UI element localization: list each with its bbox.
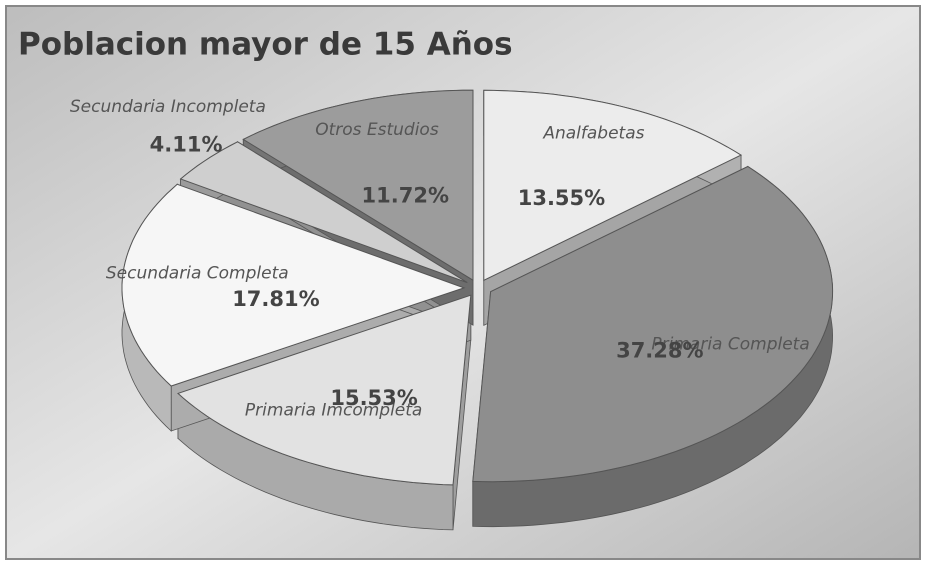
pie-slice xyxy=(483,89,743,282)
pie-slice xyxy=(472,165,834,483)
pie-slice xyxy=(242,89,474,282)
chart-title: Poblacion mayor de 15 Años xyxy=(18,27,513,63)
pie-tops xyxy=(121,89,834,486)
value-label: 17.81% xyxy=(232,287,319,311)
slice-label: Analfabetas xyxy=(542,123,644,143)
pie-slice xyxy=(177,294,472,486)
value-label: 11.72% xyxy=(362,184,449,208)
pie-labels: Analfabetas 13.55% Primaria Completa37.28%… xyxy=(70,97,810,420)
slice-label: Secundaria Completa xyxy=(106,263,289,283)
value-label: 13.55% xyxy=(518,186,605,210)
slice-label: Primaria Completa xyxy=(651,334,809,354)
slice-label: Otros Estudios xyxy=(315,120,439,140)
value-label: 4.11% xyxy=(150,133,223,157)
pie-slice xyxy=(179,141,468,284)
value-label: 37.28% xyxy=(616,338,703,362)
value-label: 15.53% xyxy=(330,386,417,410)
pie-slice xyxy=(121,183,466,387)
slice-label: Secundaria Incompleta xyxy=(70,97,266,117)
slice-label: Primaria Imcompleta xyxy=(245,400,422,420)
